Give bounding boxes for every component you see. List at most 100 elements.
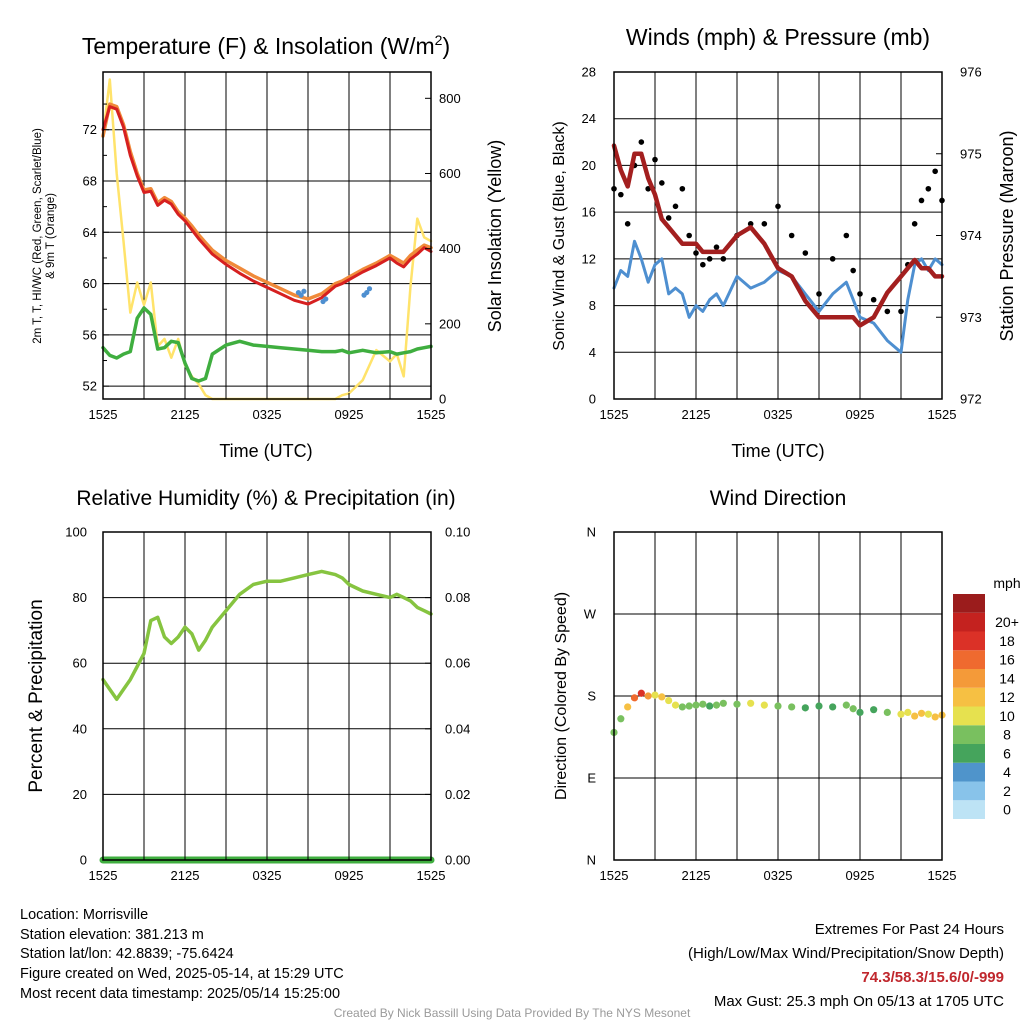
winds-grid [614,72,942,399]
direction-point [671,701,680,709]
windchill-point [298,292,304,298]
y-tick-label: N [587,525,596,540]
direction-point [658,693,666,701]
colorbar-label: 6 [1003,745,1011,761]
y-tick-label: 24 [582,111,596,126]
y2-tick-label: 975 [960,146,982,161]
gust-point [870,296,877,303]
x-tick-label: 0325 [764,407,793,422]
y-tick-label: 0 [80,853,87,868]
gust-point [918,197,925,204]
gust-point [700,261,706,268]
x-tick-label: 2125 [682,868,711,883]
y2-tick-label: 200 [439,316,461,331]
pressure-line [611,143,945,328]
gust-point [638,139,645,145]
direction-point [883,708,891,717]
windchill-point [366,286,373,292]
temperature-ylabel: 2m T, T, HI/WC (Red, Green, Scarlet/Blue… [32,128,57,344]
direction-point [870,706,878,714]
direction-point [760,701,768,709]
y-tick-label: 0 [589,392,596,407]
y2-tick-label: 0.04 [445,721,470,736]
direction-ylabel: Direction (Colored By Speed) [553,592,570,800]
y2-tick-label: 600 [439,166,461,181]
windchill-point [301,288,307,294]
y-tick-label: 64 [83,225,97,240]
gust-point [652,156,658,163]
gust-point [618,191,624,198]
station-info: Location: Morrisville Station elevation:… [20,906,344,1005]
x-tick-label: 1525 [417,407,446,422]
y-tick-label: 16 [582,205,596,220]
extremes-title: Extremes For Past 24 Hours [814,921,1004,938]
x-tick-label: 0325 [253,868,282,883]
humidity-title: Relative Humidity (%) & Precipitation (i… [76,487,455,510]
direction-point [630,694,639,702]
direction-point [931,713,939,721]
colorbar-swatch [953,706,985,726]
gust-point [686,232,692,239]
y2-tick-label: 0.00 [445,853,470,868]
speed-colorbar: 0 2 4 6 8 10 12 14 16 18 20+ [953,594,1019,819]
temperature-xlabel: Time (UTC) [219,441,312,461]
direction-point [678,703,686,711]
colorbar-label: 18 [999,633,1015,649]
gust-point [857,291,863,297]
credit-line: Created By Nick Bassill Using Data Provi… [333,1006,691,1020]
colorbar-swatch [953,725,985,744]
x-tick-label: 1525 [89,407,118,422]
y-tick-label: 40 [73,721,87,736]
gust-point [911,221,918,227]
gust-point [706,256,713,262]
windchill-point [323,296,329,302]
x-tick-label: 0925 [335,407,364,422]
temperature-title: Temperature (F) & Insolation (W/m2) [82,32,450,59]
gust-point [624,221,631,227]
windchill-point [364,289,370,296]
gust-point [816,291,822,297]
colorbar-label: 12 [999,689,1015,705]
info-created: Figure created on Wed, 2025-05-14, at 15… [20,966,344,983]
colorbar-label: 10 [999,708,1015,724]
direction-point [856,708,864,717]
temperature-ylabel-line-2: & 9m T (Orange) [45,193,57,279]
direction-point [801,704,809,712]
x-tick-label: 1525 [89,868,118,883]
y-tick-label: 56 [83,327,97,342]
direction-point [719,699,727,707]
gust-point [775,203,781,210]
direction-point [747,699,755,707]
colorbar-label: 16 [999,652,1015,668]
x-tick-label: 1525 [928,868,957,883]
humidity-grid [103,532,431,860]
direction-ticks: N E S W N 1525 2125 0325 0925 1525 [584,525,957,884]
y-tick-label: 68 [83,174,97,189]
colorbar-swatch [953,650,985,669]
winds-title: Winds (mph) & Pressure (mb) [626,24,930,50]
colorbar-title: mph [993,575,1020,591]
gust-point [843,232,850,239]
x-tick-label: 0925 [335,868,364,883]
y-tick-label: N [587,853,596,868]
y-tick-label: 60 [83,276,97,291]
x-tick-label: 0325 [764,868,793,883]
gust-point [925,185,932,192]
temperature-ylabel-line-1: 2m T, T, HI/WC (Red, Green, Scarlet/Blue… [32,128,44,344]
x-tick-label: 2125 [682,407,711,422]
dewpoint-line [101,306,433,383]
y2-tick-label: 400 [439,241,461,256]
winds-ylabel: Sonic Wind & Gust (Blue, Black) [551,121,568,350]
x-tick-label: 0925 [846,407,875,422]
y-tick-label: W [584,607,597,622]
y2-tick-label: 0.02 [445,787,470,802]
colorbar-swatch [953,762,985,782]
colorbar-label: 14 [999,670,1015,686]
y-tick-label: 80 [73,590,87,605]
y2-tick-label: 800 [439,91,461,106]
direction-title: Wind Direction [710,487,847,510]
y-tick-label: 4 [589,345,596,360]
direction-point [815,702,823,710]
gust-point [665,215,672,221]
direction-point [637,689,645,697]
